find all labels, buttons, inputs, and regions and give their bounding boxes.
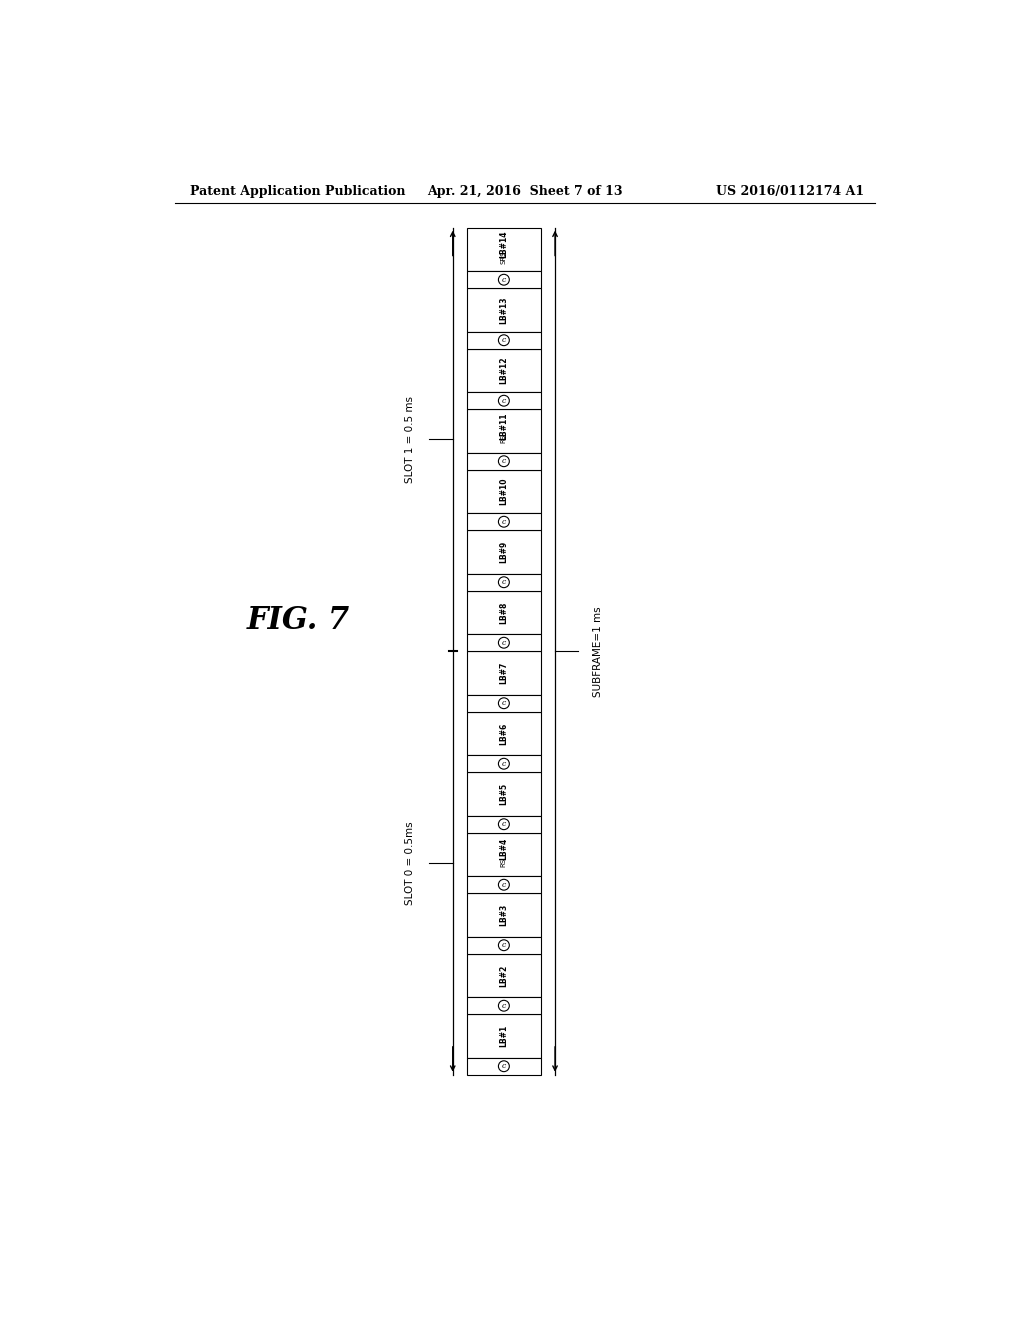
Bar	[467, 772, 541, 816]
Bar	[467, 816, 541, 833]
Text: c: c	[502, 941, 506, 949]
Text: c: c	[502, 700, 506, 708]
Bar	[467, 409, 541, 453]
Text: SUBFRAME=1 ms: SUBFRAME=1 ms	[593, 606, 603, 697]
Bar	[467, 1014, 541, 1057]
Text: LB#7: LB#7	[500, 661, 508, 684]
Text: LB#8: LB#8	[500, 602, 508, 623]
Bar	[467, 348, 541, 392]
Text: RS: RS	[501, 434, 507, 444]
Bar	[467, 894, 541, 937]
Text: LB#13: LB#13	[500, 296, 508, 323]
Text: c: c	[502, 1063, 506, 1071]
Text: c: c	[502, 578, 506, 586]
Bar	[467, 998, 541, 1014]
Text: c: c	[502, 457, 506, 465]
Text: SLOT 1 = 0.5 ms: SLOT 1 = 0.5 ms	[406, 396, 415, 483]
Bar	[467, 1057, 541, 1074]
Text: FIG. 7: FIG. 7	[247, 605, 350, 636]
Text: LB#3: LB#3	[500, 904, 508, 927]
Bar	[467, 591, 541, 635]
Bar	[467, 833, 541, 876]
Text: LB#6: LB#6	[500, 722, 508, 744]
Text: LB#1: LB#1	[500, 1024, 508, 1047]
Text: LB#9: LB#9	[500, 541, 508, 564]
Bar	[467, 711, 541, 755]
Bar	[467, 531, 541, 574]
Text: LB#12: LB#12	[500, 356, 508, 384]
Text: c: c	[502, 880, 506, 888]
Text: c: c	[502, 517, 506, 525]
Text: RS: RS	[501, 858, 507, 867]
Text: c: c	[502, 639, 506, 647]
Text: Patent Application Publication: Patent Application Publication	[190, 185, 406, 198]
Bar	[467, 453, 541, 470]
Bar	[467, 574, 541, 591]
Text: c: c	[502, 397, 506, 405]
Bar	[467, 876, 541, 894]
Bar	[467, 470, 541, 513]
Bar	[467, 331, 541, 348]
Text: Apr. 21, 2016  Sheet 7 of 13: Apr. 21, 2016 Sheet 7 of 13	[427, 185, 623, 198]
Bar	[467, 392, 541, 409]
Bar	[467, 937, 541, 953]
Bar	[467, 288, 541, 331]
Text: LB#14: LB#14	[500, 231, 508, 257]
Text: LB#4: LB#4	[500, 838, 508, 861]
Bar	[467, 694, 541, 711]
Text: SLOT 0 = 0.5ms: SLOT 0 = 0.5ms	[406, 821, 415, 904]
Text: LB#2: LB#2	[500, 965, 508, 986]
Text: SRS: SRS	[501, 251, 507, 264]
Bar	[467, 227, 541, 272]
Text: c: c	[502, 760, 506, 768]
Text: LB#10: LB#10	[500, 478, 508, 506]
Bar	[467, 272, 541, 288]
Bar	[467, 755, 541, 772]
Text: US 2016/0112174 A1: US 2016/0112174 A1	[716, 185, 864, 198]
Bar	[467, 513, 541, 531]
Text: c: c	[502, 820, 506, 828]
Text: c: c	[502, 1002, 506, 1010]
Text: LB#5: LB#5	[500, 783, 508, 805]
Text: c: c	[502, 276, 506, 284]
Bar	[467, 651, 541, 694]
Bar	[467, 953, 541, 998]
Text: LB#11: LB#11	[500, 412, 508, 440]
Text: c: c	[502, 337, 506, 345]
Bar	[467, 635, 541, 651]
